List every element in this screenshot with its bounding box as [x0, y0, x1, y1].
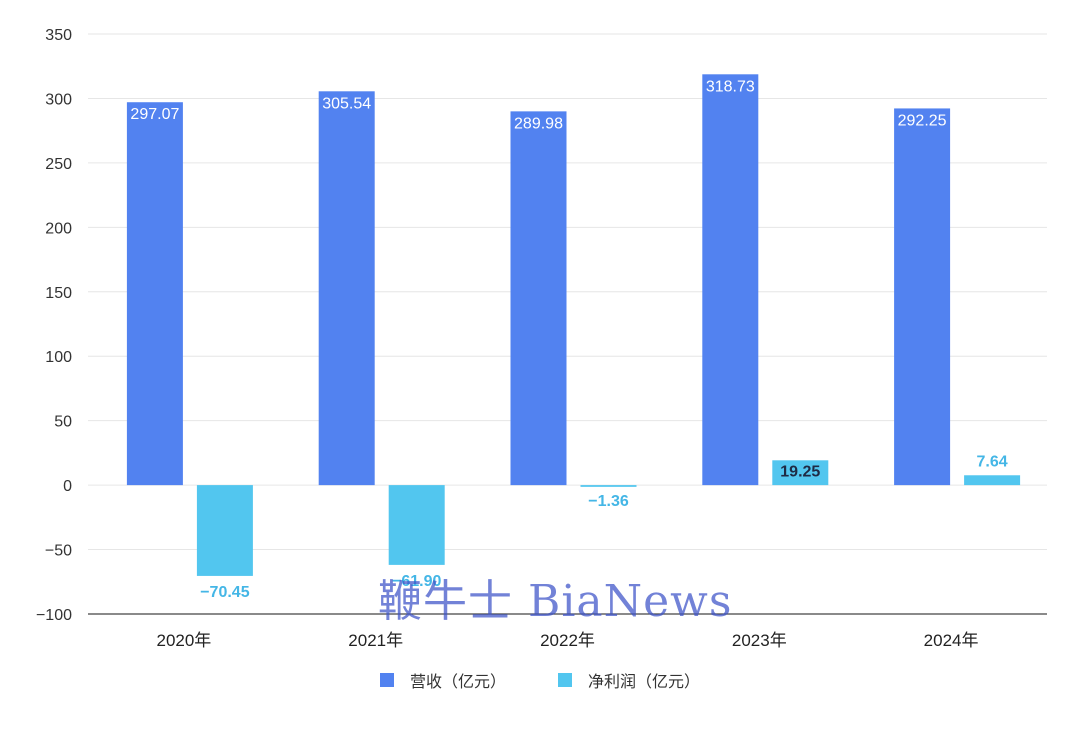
revenue-bar[interactable]: [894, 108, 951, 486]
legend-item-net-profit[interactable]: 净利润（亿元）: [558, 668, 700, 692]
net-profit-bar[interactable]: [964, 475, 1021, 486]
y-tick-label: 350: [45, 27, 72, 44]
y-tick-label: 200: [45, 220, 72, 237]
net-profit-bar[interactable]: [772, 460, 829, 486]
x-tick-label: 2020年: [156, 631, 211, 650]
net-profit-bar[interactable]: [580, 485, 637, 487]
net-profit-bar[interactable]: [388, 485, 445, 565]
revenue-bar[interactable]: [510, 111, 567, 486]
revenue-data-label: 305.54: [322, 95, 371, 112]
legend: 营收（亿元） 净利润（亿元）: [0, 668, 1080, 692]
net-profit-data-label: 7.64: [977, 453, 1008, 470]
net-profit-data-label: 19.25: [780, 463, 820, 480]
x-axis-ticks: 2020年 2021年 2022年 2023年 2024年: [156, 631, 978, 650]
revenue-data-label: 297.07: [130, 106, 179, 123]
y-tick-label: 300: [45, 91, 72, 108]
y-tick-label: 0: [63, 478, 72, 495]
x-tick-label: 2023年: [732, 631, 787, 650]
legend-item-revenue[interactable]: 营收（亿元）: [379, 668, 506, 692]
y-tick-label: −100: [36, 607, 72, 624]
net-profit-bar[interactable]: [196, 485, 253, 576]
net-profit-data-label: −70.45: [200, 584, 249, 601]
revenue-data-label: 289.98: [514, 115, 563, 132]
legend-swatch-net-profit: [558, 673, 572, 687]
legend-swatch-revenue: [379, 673, 394, 687]
y-tick-label: 150: [45, 285, 72, 302]
revenue-data-label: 292.25: [898, 112, 947, 129]
watermark-logo: 鞭牛士 BiaNews: [378, 576, 733, 627]
data-labels: 297.07 −70.45 305.54 −61.90 289.98 −1.36 318.7…: [130, 78, 1007, 601]
y-tick-label: −50: [45, 543, 72, 560]
net-profit-data-label: −61.90: [392, 573, 441, 590]
legend-label-net-profit: 净利润（亿元）: [588, 674, 701, 691]
x-tick-label: 2024年: [924, 631, 979, 650]
y-axis-ticks: −100 −50 0 50 100 150 200 250 300 350: [36, 27, 72, 624]
y-tick-label: 250: [45, 156, 72, 173]
legend-label-revenue: 营收（亿元）: [409, 674, 506, 691]
revenue-bar[interactable]: [702, 74, 759, 486]
x-tick-label: 2021年: [348, 631, 403, 650]
y-tick-label: 100: [45, 349, 72, 366]
bar-chart: −100 −50 0 50 100 150 200 250 300 350 297.07 −70.4…: [36, 27, 1047, 650]
x-tick-label: 2022年: [540, 631, 595, 650]
bars: [126, 74, 1021, 576]
revenue-data-label: 318.73: [706, 78, 755, 95]
net-profit-data-label: −1.36: [588, 493, 629, 510]
revenue-bar[interactable]: [318, 91, 375, 486]
y-tick-label: 50: [54, 414, 72, 431]
revenue-bar[interactable]: [126, 102, 183, 486]
